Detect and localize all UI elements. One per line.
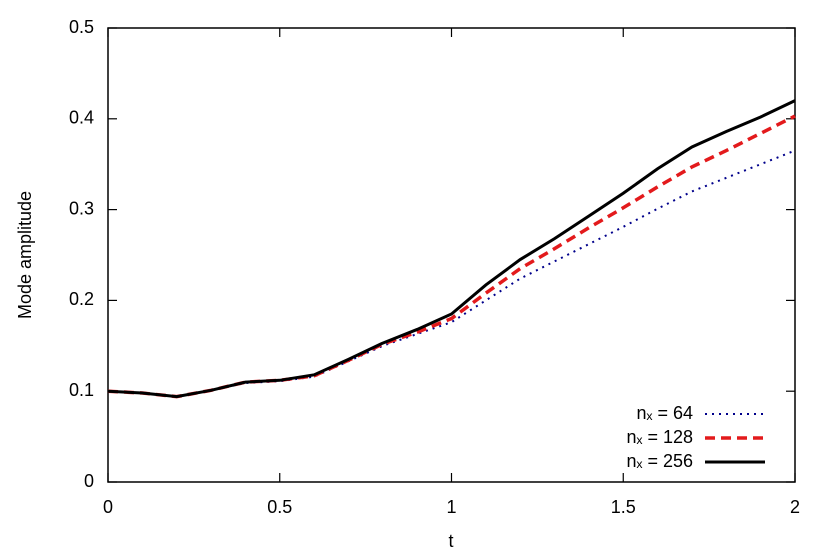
x-tick-label: 0.5 [267,497,292,517]
y-tick-label: 0.3 [69,198,94,218]
legend-label: nₓ = 128 [627,427,693,447]
x-tick-label: 0 [103,497,113,517]
y-axis-label: Mode amplitude [15,191,35,319]
series-line [107,149,796,398]
legend-label: nₓ = 64 [637,403,693,423]
y-tick-label: 0.2 [69,289,94,309]
x-tick-label: 1.5 [611,497,636,517]
y-tick-label: 0 [84,471,94,491]
series-line [107,99,796,399]
x-tick-label: 2 [790,497,800,517]
x-axis-label: t [448,531,453,551]
series-line [107,114,796,399]
y-tick-label: 0.5 [69,17,94,37]
y-tick-label: 0.1 [69,380,94,400]
legend-label: nₓ = 256 [627,451,693,471]
y-tick-label: 0.4 [69,108,94,128]
x-tick-label: 1 [446,497,456,517]
